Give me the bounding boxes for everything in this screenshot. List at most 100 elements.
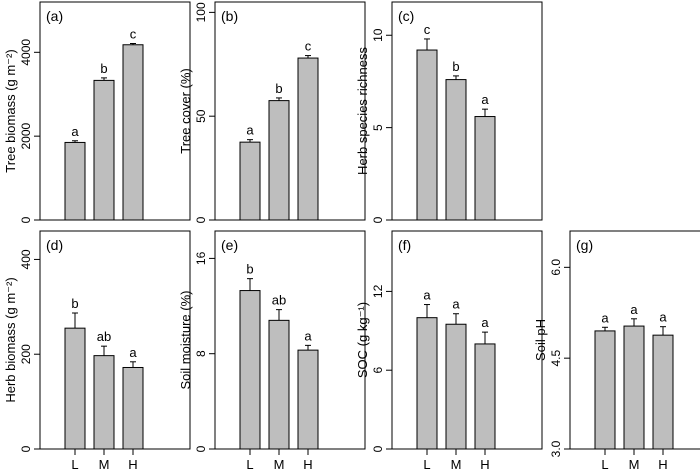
panel-frame — [391, 230, 543, 450]
y-tick-label: 0 — [371, 216, 385, 223]
panel-label: (a) — [46, 8, 63, 24]
y-axis-label: Soil pH — [533, 319, 548, 361]
y-axis-label: Tree biomass (g m⁻²) — [3, 49, 18, 172]
y-tick-label: 12 — [371, 284, 385, 298]
bar-M — [268, 100, 290, 221]
panel-frame — [391, 1, 543, 221]
bar-H — [474, 343, 496, 450]
y-tick-label: 6 — [371, 367, 385, 374]
bar-H — [474, 116, 496, 221]
x-tick-label: L — [601, 457, 608, 472]
y-tick-label: 100 — [194, 2, 208, 22]
bar-M — [445, 79, 467, 221]
x-tick-label: L — [423, 457, 430, 472]
significance-letter: a — [659, 310, 667, 325]
panel-2: (b) 0 50 100 Tree cover (%) a b c — [178, 1, 366, 223]
panel-frame — [214, 230, 366, 450]
bar-L — [64, 327, 86, 450]
y-tick-label: 4000 — [19, 39, 33, 66]
significance-letter: b — [452, 59, 459, 74]
panel-frame — [214, 1, 366, 221]
bar-L — [416, 49, 438, 221]
y-tick-label: 200 — [19, 344, 33, 364]
bar-L — [64, 141, 86, 221]
panel-label: (g) — [576, 237, 593, 253]
significance-letter: a — [129, 345, 137, 360]
bar-H — [297, 57, 319, 221]
significance-letter: a — [481, 315, 489, 330]
panel-label: (f) — [398, 237, 411, 253]
significance-letter: c — [130, 27, 137, 42]
x-tick-label: H — [658, 457, 667, 472]
significance-letter: a — [246, 123, 254, 138]
y-tick-label: 6.0 — [549, 259, 563, 276]
y-tick-label: 0 — [194, 216, 208, 223]
panel-label: (e) — [221, 237, 238, 253]
x-tick-label: M — [451, 457, 462, 472]
y-tick-label: 8 — [194, 350, 208, 357]
significance-letter: b — [246, 262, 253, 277]
significance-letter: c — [305, 39, 312, 54]
panel-label: (b) — [221, 8, 238, 24]
bar-M — [623, 325, 645, 450]
x-tick-label: L — [71, 457, 78, 472]
significance-letter: b — [275, 81, 282, 96]
bar-H — [122, 44, 144, 221]
y-tick-label: 400 — [19, 249, 33, 269]
bar-H — [652, 334, 674, 450]
panel-label: (c) — [398, 8, 414, 24]
significance-letter: a — [304, 328, 312, 343]
y-tick-label: 4.5 — [549, 350, 563, 367]
significance-letter: a — [423, 288, 431, 303]
y-axis-label: Herb species richness — [355, 47, 370, 175]
y-tick-label: 0 — [19, 216, 33, 223]
panel-frame — [39, 230, 191, 450]
y-tick-label: 0 — [371, 445, 385, 452]
y-axis-label: Herb biomass (g m⁻²) — [3, 277, 18, 402]
bar-M — [445, 323, 467, 450]
x-tick-label: L — [246, 457, 253, 472]
bar-L — [239, 141, 261, 221]
bar-H — [297, 349, 319, 450]
y-axis-label: Tree cover (%) — [178, 68, 193, 153]
x-tick-label: H — [303, 457, 312, 472]
significance-letter: a — [452, 297, 460, 312]
panel-frame — [569, 230, 700, 450]
significance-letter: ab — [272, 293, 286, 308]
y-tick-label: 16 — [194, 251, 208, 265]
bar-L — [416, 317, 438, 450]
bar-L — [594, 330, 616, 450]
bar-M — [93, 355, 115, 450]
panel-frame — [39, 1, 191, 221]
x-tick-label: M — [274, 457, 285, 472]
x-tick-label: M — [629, 457, 640, 472]
significance-letter: a — [71, 124, 79, 139]
y-axis-label: SOC (g kg⁻¹) — [355, 302, 370, 378]
significance-letter: c — [424, 22, 431, 37]
x-tick-label: M — [99, 457, 110, 472]
bar-M — [268, 319, 290, 450]
y-tick-label: 0 — [19, 445, 33, 452]
panel-7: (g) 3.0 4.5 6.0 Soil pH a La Ma H — [533, 230, 700, 472]
significance-letter: a — [601, 310, 609, 325]
significance-letter: a — [630, 302, 638, 317]
x-tick-label: H — [128, 457, 137, 472]
y-tick-label: 0 — [194, 445, 208, 452]
bar-H — [122, 366, 144, 450]
bar-M — [93, 79, 115, 221]
significance-letter: a — [481, 92, 489, 107]
y-tick-label: 50 — [194, 109, 208, 123]
y-tick-label: 3.0 — [549, 440, 563, 457]
y-axis-label: Soil moisture (%) — [178, 291, 193, 390]
y-tick-label: 10 — [371, 28, 385, 42]
panel-5: (e) 0 8 16 Soil moisture (%) b Lab Ma H — [178, 230, 366, 472]
significance-letter: ab — [97, 329, 111, 344]
x-tick-label: H — [480, 457, 489, 472]
significance-letter: b — [100, 61, 107, 76]
bar-L — [239, 290, 261, 450]
